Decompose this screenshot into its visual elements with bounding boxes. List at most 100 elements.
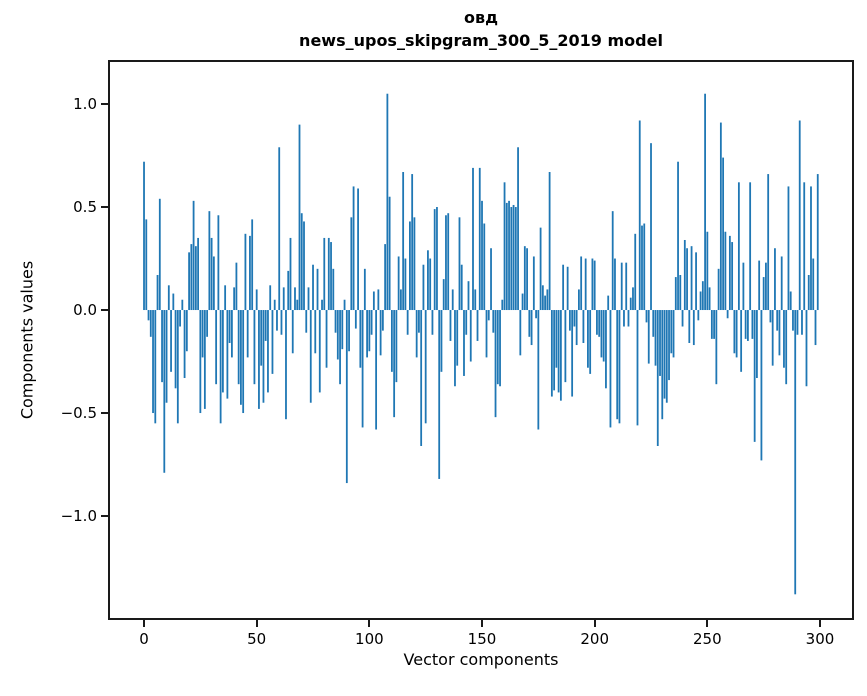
y-tick-mark (101, 309, 108, 312)
bar (663, 310, 666, 399)
bar (596, 310, 598, 335)
bar (413, 217, 416, 311)
bar (771, 310, 774, 366)
bar (404, 258, 407, 311)
bar (785, 310, 788, 385)
bar (309, 310, 312, 403)
bar (409, 221, 411, 311)
bar (460, 264, 463, 311)
x-tick-mark (819, 620, 821, 627)
bar (517, 147, 519, 311)
bar (580, 256, 583, 311)
bar (352, 186, 355, 311)
bar (539, 227, 542, 311)
bar (318, 310, 321, 393)
bar (614, 258, 616, 311)
bar (652, 310, 655, 337)
bar (381, 310, 384, 331)
bar (749, 182, 752, 311)
bar (269, 285, 272, 311)
bar (181, 299, 184, 311)
x-tick-label: 0 (139, 630, 149, 648)
bar (801, 310, 803, 335)
bar (201, 310, 204, 358)
bar (668, 310, 670, 381)
chart-title: овд (463, 8, 499, 27)
bar (715, 310, 718, 385)
bar (147, 310, 150, 321)
bar (237, 310, 240, 385)
bar (744, 310, 747, 339)
bar (465, 310, 468, 335)
bar (737, 182, 740, 311)
bar (589, 310, 592, 374)
bar (490, 248, 492, 311)
bar (203, 310, 206, 409)
bar (692, 310, 695, 346)
bar (442, 279, 445, 311)
bar (508, 200, 510, 311)
bar (427, 250, 429, 311)
bar (681, 310, 684, 327)
bar (165, 310, 168, 403)
bar (690, 246, 693, 311)
y-tick-label: −0.5 (60, 404, 97, 423)
x-tick-mark (481, 620, 483, 627)
bar (366, 310, 368, 358)
bar (255, 289, 258, 311)
bar (176, 310, 179, 424)
bar (199, 310, 202, 414)
bar-series (143, 93, 819, 595)
bar (433, 209, 436, 311)
bar (557, 310, 560, 393)
bar (492, 310, 495, 333)
bar (499, 310, 501, 387)
bar (559, 310, 562, 401)
bar (212, 256, 215, 311)
bar (390, 310, 393, 372)
bar (783, 310, 785, 368)
bar (285, 310, 287, 420)
bar (388, 196, 391, 311)
bar (722, 157, 725, 311)
bar (670, 310, 673, 354)
bar (267, 310, 269, 393)
bar (710, 310, 713, 339)
bar (530, 310, 533, 346)
bar (458, 217, 461, 311)
x-tick-label: 250 (693, 630, 722, 648)
bar (481, 200, 483, 311)
bar (215, 310, 218, 385)
bar (796, 310, 799, 335)
bar (638, 120, 641, 311)
bar (573, 310, 576, 327)
bar (747, 310, 749, 341)
x-axis-label: Vector components (403, 650, 559, 669)
bar (343, 299, 346, 311)
x-tick-mark (706, 620, 709, 627)
bar (156, 275, 159, 311)
bar (242, 310, 245, 414)
bar (625, 262, 628, 311)
bar (769, 310, 772, 323)
bar (183, 310, 186, 379)
bar (249, 235, 251, 311)
bar (422, 264, 425, 311)
bar (740, 310, 743, 372)
bar (706, 231, 709, 311)
bar (228, 310, 231, 343)
bar (231, 310, 233, 358)
bar (264, 310, 267, 341)
bar (814, 310, 817, 346)
bar (616, 310, 619, 420)
bar (587, 310, 589, 368)
bar (510, 207, 513, 311)
bar (609, 310, 612, 428)
bar (582, 310, 585, 343)
bar (289, 237, 292, 311)
bar (605, 310, 607, 389)
bar (478, 167, 481, 311)
bar (632, 287, 634, 311)
bar (431, 310, 434, 335)
bar (424, 310, 427, 424)
